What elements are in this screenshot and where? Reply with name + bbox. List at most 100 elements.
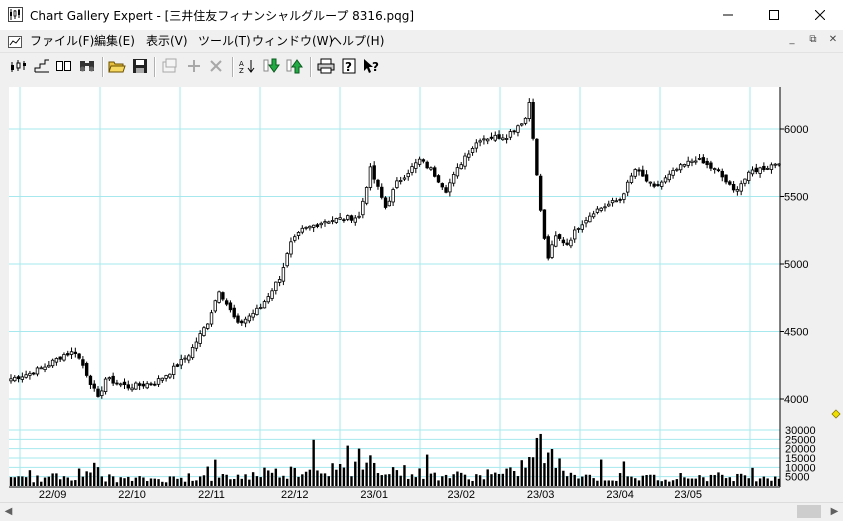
save-button[interactable] — [130, 56, 150, 76]
candle-body — [357, 215, 361, 218]
chart-area[interactable]: 4000 4500 5000 5500 6000 5000 10000 15000 20000 2… — [8, 82, 843, 502]
volume-bar — [164, 482, 168, 486]
volume-bar — [482, 479, 486, 486]
candle-body — [266, 296, 270, 303]
volume-bar — [183, 481, 187, 486]
print-button[interactable] — [316, 56, 336, 76]
context-help-button[interactable]: ? — [362, 56, 382, 76]
candle-body — [122, 381, 127, 385]
candle-body — [243, 318, 248, 324]
candle-body — [383, 197, 388, 208]
volume-bar — [547, 452, 550, 486]
svg-text:Z: Z — [239, 67, 244, 74]
candle-body — [410, 166, 414, 173]
document-icon[interactable] — [8, 33, 22, 48]
help-icon: ? — [342, 58, 356, 74]
candle-body — [648, 181, 653, 184]
menu-help[interactable]: ヘルプ(H) — [330, 34, 385, 48]
properties-button[interactable] — [160, 56, 180, 76]
close-icon — [815, 10, 825, 20]
candlestick-button[interactable] — [8, 56, 28, 76]
candle-body — [281, 267, 286, 282]
x-tick-label: 23/04 — [606, 489, 634, 501]
volume-bar — [528, 456, 531, 486]
volume-bar — [751, 467, 754, 486]
volume-bar — [448, 478, 452, 486]
volume-bar — [618, 473, 622, 486]
candle-body — [247, 315, 252, 322]
candle-body — [538, 175, 543, 211]
menu-view[interactable]: 表示(V) — [146, 34, 188, 48]
menu-file[interactable]: ファイル(F) — [30, 34, 95, 48]
menu-edit[interactable]: 編集(E) — [94, 34, 135, 48]
volume-bar — [127, 476, 130, 486]
move-down-button[interactable] — [262, 56, 282, 76]
split-view-button[interactable] — [54, 56, 74, 76]
volume-bar — [229, 479, 232, 486]
add-button[interactable] — [184, 56, 204, 76]
candle-body — [346, 215, 350, 220]
menu-tools[interactable]: ツール(T) — [198, 34, 251, 48]
candle-body — [179, 358, 183, 366]
mdi-minimize-button[interactable]: _ — [789, 34, 795, 45]
volume-bar — [350, 476, 353, 486]
step-chart-button[interactable] — [32, 56, 52, 76]
scroll-right-icon[interactable]: ▶ — [830, 506, 839, 517]
move-up-button[interactable] — [285, 56, 305, 76]
volume-bar — [70, 480, 73, 486]
volume-bar — [346, 445, 349, 486]
app-icon[interactable] — [8, 7, 23, 22]
candle-body — [762, 165, 766, 171]
volume-bar — [414, 477, 418, 486]
volume-tick-label: 10000 — [785, 462, 816, 474]
volume-bar — [554, 467, 557, 486]
volume-bar — [562, 470, 565, 486]
candle-body — [429, 167, 433, 170]
candlestick-chart[interactable]: 4000450050005500600050001000015000200002… — [8, 82, 843, 502]
volume-bar — [96, 467, 100, 486]
volume-bar — [338, 464, 342, 486]
menu-window[interactable]: ウィンドウ(W) — [252, 34, 334, 48]
mdi-restore-button[interactable]: ⧉ — [809, 34, 817, 45]
candle-body — [103, 378, 108, 392]
volume-bar — [403, 465, 406, 486]
volume-bar — [573, 474, 576, 486]
open-button[interactable] — [107, 56, 127, 76]
horizontal-scrollbar[interactable]: ◀ ▶ — [0, 502, 843, 521]
step-chart-icon — [34, 59, 49, 73]
volume-bar — [460, 472, 463, 486]
volume-bar — [108, 474, 111, 486]
candle-body — [777, 163, 781, 166]
help-button[interactable]: ? — [339, 56, 359, 76]
candle-body — [168, 373, 172, 378]
mdi-close-button[interactable]: ✕ — [828, 34, 838, 45]
scrollbar-thumb[interactable] — [797, 505, 821, 518]
candle-body — [270, 290, 274, 299]
candle-body — [213, 300, 217, 312]
candle-body — [119, 383, 123, 386]
x-tick-label: 22/10 — [118, 489, 146, 501]
volume-bar — [444, 474, 448, 486]
candle-body — [194, 341, 199, 349]
close-button[interactable] — [797, 0, 843, 30]
scroll-left-icon[interactable]: ◀ — [4, 506, 13, 517]
binoculars-icon — [80, 61, 94, 72]
candle-body — [607, 203, 611, 207]
volume-bar — [123, 478, 126, 486]
volume-bar — [195, 480, 198, 486]
candle-body — [694, 160, 698, 163]
delete-button[interactable] — [206, 56, 226, 76]
maximize-button[interactable] — [751, 0, 797, 30]
volume-bar — [248, 479, 251, 486]
candle-body — [682, 164, 687, 167]
volume-bar — [388, 474, 391, 486]
toolbar-separator — [102, 57, 104, 77]
find-button[interactable] — [77, 56, 97, 76]
x-tick-label: 23/03 — [527, 489, 555, 501]
candle-body — [141, 383, 146, 387]
candle-body — [62, 354, 66, 361]
minimize-button[interactable] — [705, 0, 751, 30]
candle-body — [512, 130, 516, 133]
